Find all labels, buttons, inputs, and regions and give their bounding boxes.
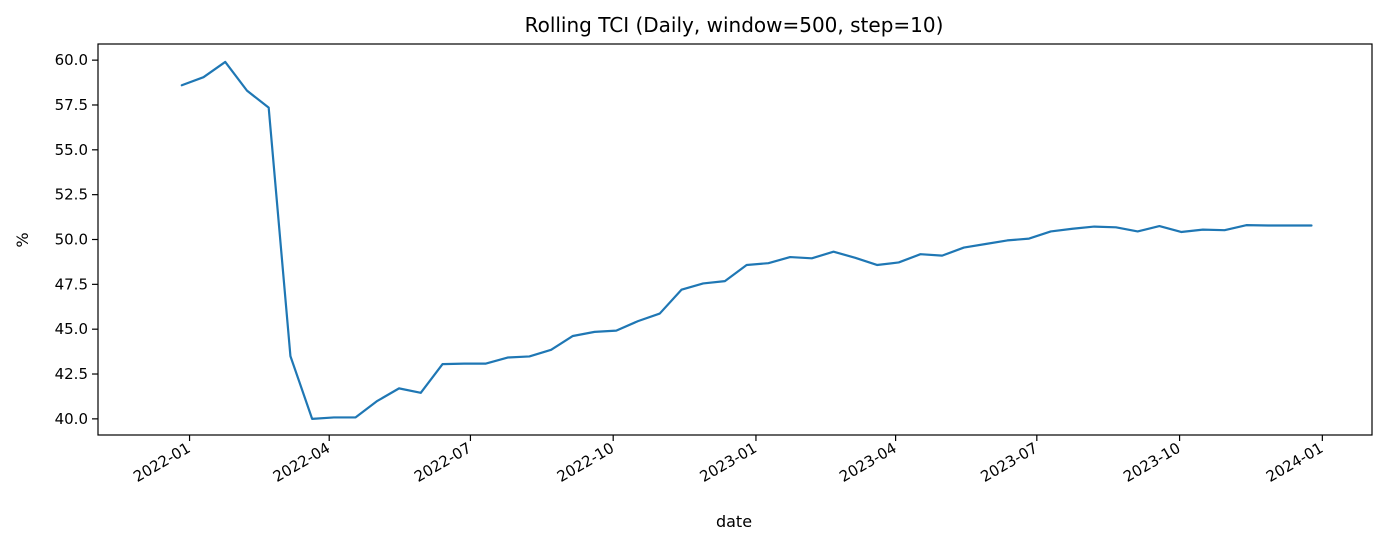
y-axis-title: % [13, 232, 32, 247]
y-tick-label: 50.0 [55, 231, 88, 249]
y-tick-label: 55.0 [55, 141, 88, 159]
y-tick-label: 57.5 [55, 96, 88, 114]
y-tick-label: 42.5 [55, 365, 88, 383]
chart-title: Rolling TCI (Daily, window=500, step=10) [525, 13, 944, 37]
y-tick-label: 45.0 [55, 320, 88, 338]
y-tick-label: 60.0 [55, 51, 88, 69]
y-tick-label: 47.5 [55, 275, 88, 293]
x-axis-title: date [716, 512, 752, 531]
plot-data [180, 60, 1313, 420]
y-tick-label: 52.5 [55, 186, 88, 204]
y-tick-label: 40.0 [55, 410, 88, 428]
series-line-0 [180, 60, 1313, 420]
y-axis: 40.0 42.5 45.0 47.5 50.0 52.5 55.0 57.5 60.0 [55, 51, 98, 428]
plot-frame [97, 43, 1373, 436]
